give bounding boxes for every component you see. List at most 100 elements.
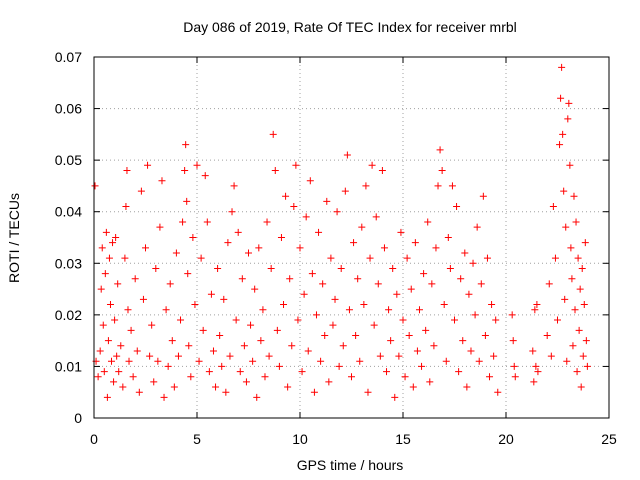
y-tick-label: 0.03 xyxy=(55,255,82,271)
data-point xyxy=(533,301,541,309)
data-point xyxy=(341,187,349,195)
data-point xyxy=(181,166,189,174)
data-point xyxy=(137,187,145,195)
data-point xyxy=(376,352,384,360)
data-point xyxy=(129,373,137,381)
data-point xyxy=(122,203,130,211)
data-point xyxy=(125,357,133,365)
data-point xyxy=(164,362,172,370)
data-point xyxy=(530,378,538,386)
y-tick-label: 0.01 xyxy=(55,358,82,374)
data-point xyxy=(561,295,569,303)
data-point xyxy=(302,213,310,221)
data-point xyxy=(139,295,147,303)
data-point xyxy=(380,244,388,252)
data-point xyxy=(370,321,378,329)
data-point xyxy=(323,197,331,205)
x-axis: 0 5 10 15 20 25 xyxy=(90,57,617,447)
data-point xyxy=(436,146,444,154)
data-point xyxy=(583,362,591,370)
data-point xyxy=(568,275,576,283)
y-axis: 0 0.01 0.02 0.03 0.04 0.05 0.06 0.07 xyxy=(55,49,609,426)
data-point xyxy=(566,161,574,169)
data-point xyxy=(325,378,333,386)
data-point xyxy=(238,275,246,283)
data-point xyxy=(574,254,582,262)
data-point xyxy=(183,197,191,205)
data-point xyxy=(557,94,565,102)
data-point xyxy=(121,254,129,262)
data-point xyxy=(451,316,458,324)
data-point xyxy=(228,208,236,216)
x-axis-title: GPS time / hours xyxy=(297,457,404,473)
x-tick-label: 15 xyxy=(395,431,411,447)
data-point xyxy=(110,378,118,386)
data-point xyxy=(459,337,467,345)
data-point xyxy=(576,285,584,293)
data-point xyxy=(135,388,143,396)
x-tick-label: 10 xyxy=(292,431,308,447)
data-point xyxy=(245,249,252,257)
y-tick-label: 0.05 xyxy=(55,152,82,168)
data-point xyxy=(335,362,343,370)
y-tick-label: 0 xyxy=(74,410,82,426)
data-point xyxy=(483,254,491,262)
data-point xyxy=(563,357,571,365)
data-point xyxy=(261,373,269,381)
data-point xyxy=(100,368,108,376)
data-point xyxy=(385,306,393,314)
data-point xyxy=(453,203,461,211)
data-point xyxy=(549,203,557,211)
data-point xyxy=(205,368,213,376)
data-point xyxy=(529,347,537,355)
data-point xyxy=(558,63,566,71)
data-point xyxy=(189,234,197,241)
data-point xyxy=(111,316,119,324)
data-point xyxy=(152,264,160,272)
data-point xyxy=(160,393,168,401)
data-point xyxy=(321,331,329,339)
data-point xyxy=(551,254,559,262)
data-point xyxy=(286,275,294,283)
data-point xyxy=(572,218,580,226)
data-point xyxy=(144,161,152,169)
data-point xyxy=(187,373,195,381)
data-point xyxy=(481,331,489,339)
data-point xyxy=(440,301,448,309)
data-point xyxy=(405,331,413,339)
data-point xyxy=(298,368,306,376)
data-point xyxy=(350,239,358,247)
data-point xyxy=(570,192,578,200)
data-point xyxy=(216,331,224,339)
data-point xyxy=(271,166,279,174)
data-point xyxy=(508,311,516,319)
data-point xyxy=(547,352,555,360)
data-point xyxy=(413,347,421,355)
data-point xyxy=(267,264,275,272)
data-point xyxy=(378,166,386,174)
data-point xyxy=(269,130,277,138)
data-point xyxy=(422,326,430,334)
data-point xyxy=(166,280,174,288)
data-point xyxy=(96,347,104,355)
data-point xyxy=(534,368,542,376)
data-point xyxy=(366,254,374,262)
data-point xyxy=(240,342,248,350)
data-point xyxy=(438,166,446,174)
data-point xyxy=(457,275,465,283)
data-point xyxy=(420,270,428,278)
data-point xyxy=(430,342,438,350)
data-point xyxy=(108,357,116,365)
data-point xyxy=(428,280,436,288)
data-point xyxy=(581,239,589,247)
data-point xyxy=(310,388,318,396)
data-point xyxy=(308,270,316,278)
data-point xyxy=(242,378,250,386)
grid-lines xyxy=(94,57,609,418)
data-point xyxy=(280,301,288,309)
data-point xyxy=(511,373,519,381)
data-point xyxy=(156,223,164,231)
data-point xyxy=(565,99,573,107)
data-point xyxy=(115,368,123,376)
